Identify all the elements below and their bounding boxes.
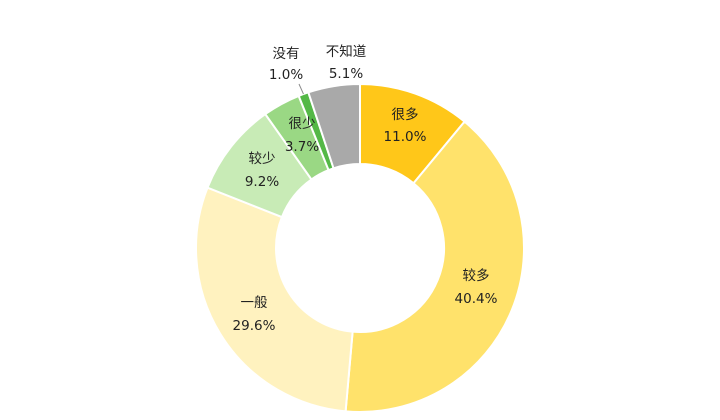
slice-3 [195, 186, 354, 413]
slice-name-label-6: 没有 [273, 46, 300, 62]
slice-value-label-6: 1.0% [269, 67, 303, 83]
slice-2 [344, 120, 525, 413]
slice-value-label-5: 3.7% [285, 139, 319, 155]
slice-name-label-1: 很多 [392, 106, 419, 123]
slice-value-label-3: 29.6% [233, 318, 276, 334]
slice-value-label-2: 40.4% [455, 291, 498, 307]
slice-name-label-7: 不知道 [326, 43, 367, 60]
slice-name-label-4: 较少 [249, 151, 276, 167]
slice-value-label-4: 9.2% [245, 174, 279, 190]
slice-name-label-3: 一般 [241, 295, 268, 311]
slice-name-label-5: 很少 [289, 116, 316, 132]
slice-value-label-7: 5.1% [329, 66, 363, 82]
leader-line-slice-6 [298, 83, 304, 95]
slice-7 [307, 82, 361, 170]
slice-name-label-2: 较多 [463, 267, 490, 284]
slice-value-label-1: 11.0% [384, 129, 427, 145]
